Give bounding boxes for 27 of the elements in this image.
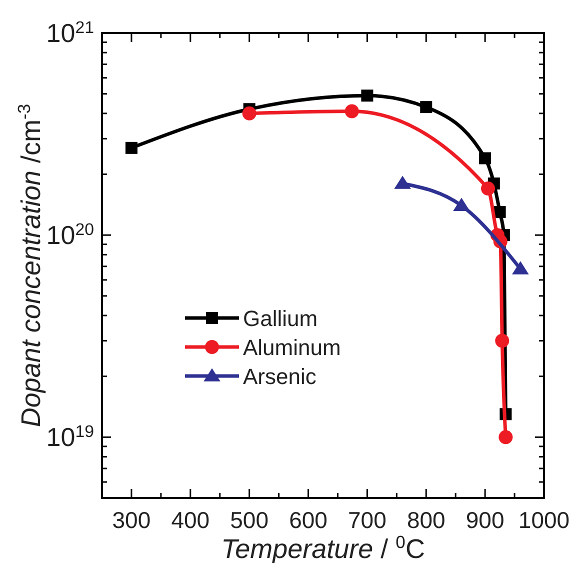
x-tick-label: 800 — [406, 507, 446, 533]
point — [481, 182, 496, 196]
x-tick-label: 900 — [466, 507, 504, 533]
point — [394, 176, 411, 189]
y-tick-label: 10$^{21}$ — [46, 18, 94, 48]
point — [512, 261, 529, 274]
x-tick-label: 400 — [171, 507, 210, 533]
x-tick-label: 500 — [230, 507, 269, 533]
legend-label: Aluminum — [243, 335, 341, 360]
y-tick-label: 10$^{19}$ — [46, 422, 94, 452]
legend-label: Gallium — [243, 306, 318, 331]
point — [495, 334, 510, 348]
point — [242, 106, 256, 120]
x-tick-label: 1000 — [518, 507, 570, 533]
point — [453, 198, 470, 211]
y-tick-label: 10$^{20}$ — [46, 220, 94, 250]
point — [494, 206, 506, 218]
x-tick-label: 300 — [112, 507, 151, 533]
point — [125, 142, 138, 154]
legend-label: Arsenic — [243, 364, 316, 389]
x-tick-label: 700 — [348, 507, 386, 533]
x-tick-label: 600 — [289, 507, 328, 533]
point — [361, 90, 374, 102]
point — [479, 152, 492, 164]
point — [420, 101, 432, 114]
point — [344, 104, 359, 118]
point — [498, 430, 513, 444]
